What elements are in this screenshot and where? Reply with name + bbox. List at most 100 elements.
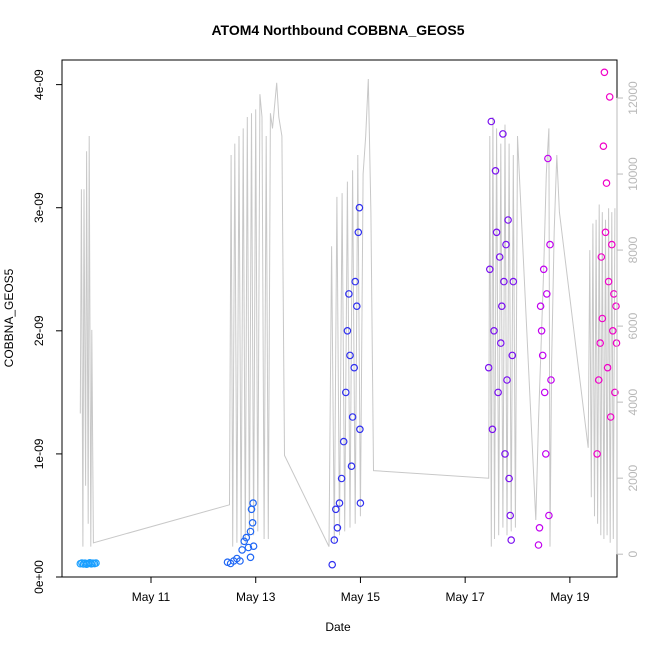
data-point: [505, 474, 513, 483]
data-point: [330, 536, 339, 544]
data-point: [347, 462, 356, 471]
y-tick-label-left: 3e-09: [32, 192, 46, 223]
series-6: [593, 68, 621, 458]
data-point: [341, 388, 350, 397]
y-tick-label-left: 2e-09: [32, 315, 46, 346]
series-3: [328, 203, 365, 569]
data-point: [611, 388, 619, 397]
data-point: [508, 351, 517, 360]
data-point: [497, 302, 506, 311]
data-point: [333, 523, 342, 532]
data-point: [494, 388, 502, 397]
data-point: [335, 499, 344, 507]
data-point: [536, 302, 545, 311]
data-point: [248, 518, 257, 527]
data-point: [345, 290, 353, 298]
data-point: [509, 277, 518, 286]
y-tick-label-right: 2000: [626, 464, 640, 491]
data-point: [500, 277, 508, 286]
data-point: [534, 541, 543, 549]
x-tick-label: May 15: [341, 590, 381, 604]
y-tick-label-left: 4e-09: [32, 69, 46, 100]
data-point: [506, 511, 515, 520]
data-point: [602, 179, 611, 187]
data-point: [598, 314, 607, 323]
data-point: [339, 437, 348, 446]
data-point: [356, 425, 364, 434]
data-point: [535, 523, 544, 532]
y-tick-label-right: 6000: [626, 312, 640, 339]
data-point: [240, 537, 249, 546]
data-point: [608, 326, 617, 335]
data-point: [328, 560, 337, 569]
axes-layer: May 11 May 13 May 15 May 17 May 19 0e+00 1e-09…: [32, 59, 640, 604]
data-point: [501, 450, 509, 458]
y-axis-label: COBBNA_GEOS5: [2, 268, 16, 367]
data-point: [244, 543, 253, 552]
data-point: [545, 511, 553, 520]
data-point: [496, 339, 505, 347]
data-point: [337, 474, 346, 483]
data-point: [502, 240, 510, 249]
data-point: [492, 228, 501, 237]
data-point: [249, 499, 257, 507]
data-point: [605, 93, 614, 101]
x-axis-label: Date: [325, 620, 351, 634]
x-tick-label: May 19: [550, 590, 590, 604]
y-tick-label-right: 12000: [626, 81, 640, 115]
data-point: [350, 363, 359, 372]
data-point: [503, 376, 511, 384]
data-point: [355, 203, 364, 212]
scatter-layer: [76, 68, 621, 569]
data-point: [594, 376, 603, 384]
x-tick-label: May 11: [132, 590, 171, 604]
data-point: [546, 240, 554, 249]
data-point: [612, 302, 620, 311]
data-point: [599, 142, 608, 151]
data-point: [540, 388, 549, 397]
data-point: [507, 536, 516, 544]
data-point: [504, 216, 512, 224]
data-point: [541, 450, 550, 458]
data-point: [487, 117, 496, 126]
data-point: [542, 290, 551, 298]
data-point: [92, 559, 100, 567]
data-point: [490, 326, 498, 335]
data-point: [246, 553, 255, 562]
data-point: [488, 425, 497, 434]
y-tick-label-right: 4000: [626, 388, 640, 415]
data-point: [547, 376, 555, 384]
data-point: [348, 413, 357, 421]
data-point: [485, 265, 494, 274]
chart-title: ATOM4 Northbound COBBNA_GEOS5: [211, 22, 464, 38]
series-5: [534, 154, 555, 549]
data-point: [331, 505, 340, 514]
data-point: [600, 68, 609, 77]
data-point: [537, 326, 546, 335]
data-point: [352, 302, 361, 311]
data-point: [607, 240, 616, 249]
data-point: [604, 277, 613, 286]
data-point: [593, 450, 601, 458]
data-point: [346, 351, 354, 360]
data-point: [238, 546, 246, 554]
y-tick-label-left: 1e-09: [32, 438, 46, 469]
y-tick-label-left: 0e+00: [32, 560, 46, 594]
y-tick-label-right: 10000: [626, 157, 640, 191]
series-4: [484, 117, 518, 544]
data-point: [544, 154, 552, 163]
y-tick-label-right: 0: [626, 551, 640, 558]
x-tick-label: May 17: [445, 590, 485, 604]
data-point: [246, 527, 255, 536]
data-point: [343, 326, 352, 335]
data-point: [601, 228, 610, 237]
data-point: [354, 228, 363, 237]
series-1: [76, 558, 100, 569]
data-point: [356, 499, 365, 507]
altitude-layer: [79, 78, 616, 547]
altitude-line: [79, 78, 616, 547]
data-point: [499, 130, 507, 138]
data-point: [249, 542, 258, 551]
data-point: [351, 277, 360, 286]
